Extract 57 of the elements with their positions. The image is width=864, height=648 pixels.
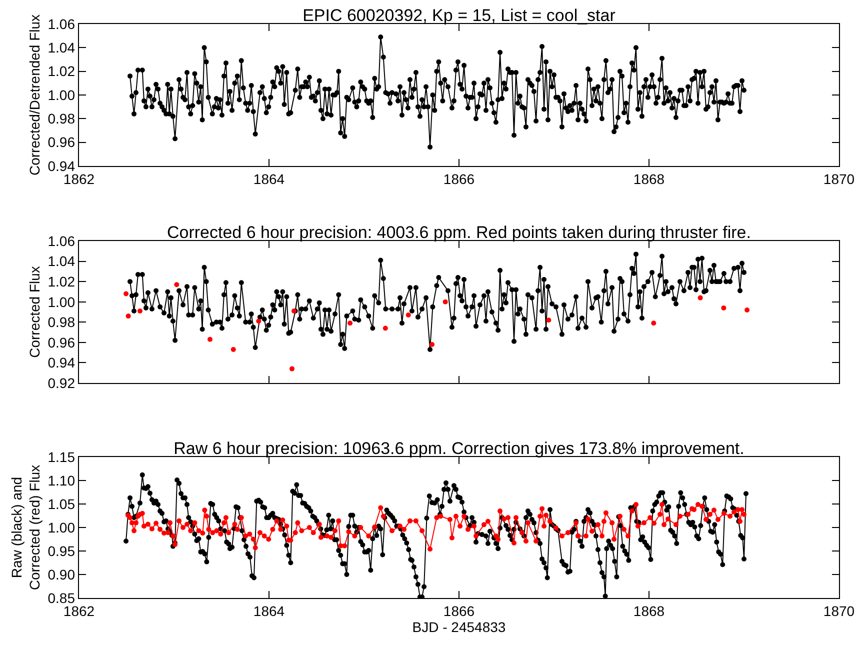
- x-tick-label: 1862: [63, 603, 95, 619]
- y-tick-label: 1.04: [48, 40, 76, 56]
- x-tick-label: 1864: [253, 603, 285, 619]
- y-tick-label: 0.96: [48, 334, 76, 350]
- point: [382, 326, 388, 331]
- point: [137, 308, 142, 314]
- y-axis-title: Corrected/Detrended Flux: [26, 14, 42, 176]
- point: [430, 342, 435, 347]
- y-tick-label: 0.92: [48, 374, 76, 391]
- point: [174, 282, 180, 288]
- point: [126, 314, 131, 319]
- y-tick-label: 0.96: [48, 134, 76, 150]
- y-tick-label: 0.95: [48, 542, 76, 559]
- y-tick-label: 1.06: [48, 232, 76, 249]
- y-tick-label: 0.98: [48, 314, 76, 330]
- x-axis-title: BJD - 2454833: [412, 619, 506, 635]
- point: [208, 336, 213, 342]
- x-tick-label: 1868: [633, 171, 665, 187]
- y-tick-label: 1.00: [48, 294, 76, 310]
- x-tick-label: 1870: [823, 171, 855, 187]
- y-axis-title: Corrected Flux: [26, 266, 42, 358]
- point: [744, 307, 750, 312]
- chart-title: Corrected 6 hour precision: 4003.6 ppm. Red points taken during thruster fire.: [167, 223, 751, 242]
- point: [256, 318, 262, 324]
- y-tick-label: 1.00: [48, 86, 76, 103]
- x-tick-label: 1866: [443, 171, 475, 187]
- point: [289, 366, 294, 372]
- point: [124, 291, 129, 296]
- point: [546, 318, 552, 323]
- point: [698, 295, 703, 300]
- point: [651, 320, 656, 326]
- point: [406, 312, 411, 318]
- x-tick-label: 1870: [823, 603, 855, 619]
- chart-title: EPIC 60020392, Kp = 15, List = cool_star: [302, 6, 616, 25]
- chart-title: Raw 6 hour precision: 10963.6 ppm. Correction gives 173.8% improvement.: [174, 439, 744, 458]
- y-tick-label: 1.10: [48, 472, 76, 488]
- x-tick-label: 1866: [443, 603, 475, 619]
- y-tick-label: 0.94: [48, 354, 76, 371]
- y-tick-label: 1.02: [48, 63, 76, 80]
- y-axis-title: Raw (black) and Corrected (red) Flux: [8, 464, 42, 590]
- y-tick-label: 0.94: [48, 158, 76, 174]
- y-tick-label: 1.05: [48, 496, 76, 512]
- y-tick-label: 0.85: [48, 590, 76, 606]
- x-tick-label: 1868: [633, 603, 665, 619]
- x-tick-label: 1862: [63, 171, 95, 187]
- point: [230, 347, 236, 352]
- y-tick-label: 1.00: [48, 519, 76, 536]
- y-tick-label: 1.15: [48, 448, 76, 465]
- point: [721, 305, 726, 310]
- y-tick-label: 0.90: [48, 566, 76, 582]
- y-tick-label: 1.02: [48, 273, 76, 290]
- point: [348, 320, 353, 326]
- point: [442, 299, 448, 304]
- x-tick-label: 1864: [253, 171, 285, 187]
- y-tick-label: 0.98: [48, 110, 76, 127]
- y-tick-label: 1.04: [48, 253, 76, 270]
- y-tick-label: 1.06: [48, 16, 76, 32]
